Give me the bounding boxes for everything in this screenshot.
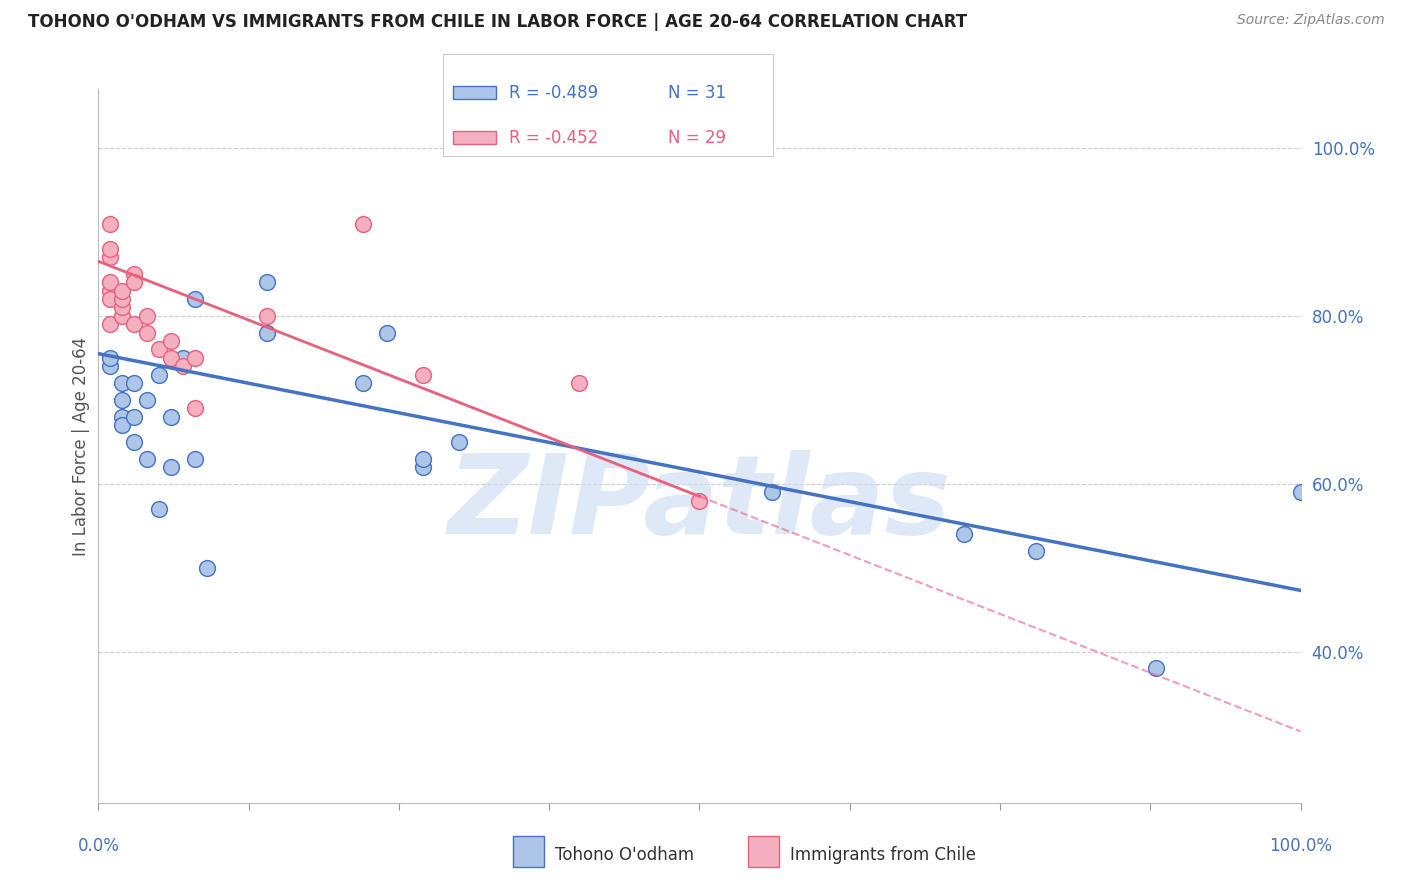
Point [135,309,157,323]
Text: 100.0%: 100.0% [1270,837,1331,855]
Point [111,392,134,407]
Point [1289,485,1312,500]
Text: R = -0.452: R = -0.452 [509,128,598,146]
Point [111,417,134,432]
Point [111,409,134,424]
Point [111,301,134,315]
Point [124,275,146,289]
Point [412,451,434,466]
Point [195,560,218,574]
Point [689,493,711,508]
Text: Source: ZipAtlas.com: Source: ZipAtlas.com [1237,13,1385,28]
Point [183,292,205,306]
Point [172,359,194,374]
Point [100,250,122,264]
Point [135,451,157,466]
Point [183,351,205,365]
Point [100,318,122,332]
Point [159,351,181,365]
Point [135,392,157,407]
Point [124,318,146,332]
Point [100,292,122,306]
Point [135,326,157,340]
Point [183,401,205,416]
Point [100,217,122,231]
Point [159,460,181,475]
Point [100,351,122,365]
Text: ZIPatlas: ZIPatlas [447,450,952,557]
Point [111,309,134,323]
Point [172,351,194,365]
Point [1025,544,1047,558]
Point [352,217,374,231]
Point [148,368,170,382]
Point [100,284,122,298]
Point [953,527,976,541]
Point [159,409,181,424]
Point [100,359,122,374]
Point [124,434,146,449]
Point [412,368,434,382]
Text: N = 31: N = 31 [668,84,725,102]
Text: Immigrants from Chile: Immigrants from Chile [790,847,976,864]
Point [412,460,434,475]
Point [183,451,205,466]
Point [148,343,170,357]
Point [124,267,146,281]
Point [256,275,278,289]
Point [1144,661,1167,675]
Text: Tohono O'odham: Tohono O'odham [555,847,695,864]
Point [159,334,181,348]
Y-axis label: In Labor Force | Age 20-64: In Labor Force | Age 20-64 [72,336,90,556]
Point [352,376,374,390]
Point [111,292,134,306]
Text: 0.0%: 0.0% [77,837,120,855]
FancyBboxPatch shape [453,86,496,99]
Point [111,284,134,298]
Point [111,376,134,390]
Point [761,485,783,500]
FancyBboxPatch shape [453,131,496,145]
Point [124,376,146,390]
Point [256,309,278,323]
Point [256,326,278,340]
Point [124,409,146,424]
Point [148,502,170,516]
Point [568,376,591,390]
Point [100,275,122,289]
Point [375,326,398,340]
Text: N = 29: N = 29 [668,128,725,146]
Text: R = -0.489: R = -0.489 [509,84,598,102]
Point [100,242,122,256]
Point [447,434,470,449]
Text: TOHONO O'ODHAM VS IMMIGRANTS FROM CHILE IN LABOR FORCE | AGE 20-64 CORRELATION C: TOHONO O'ODHAM VS IMMIGRANTS FROM CHILE … [28,13,967,31]
